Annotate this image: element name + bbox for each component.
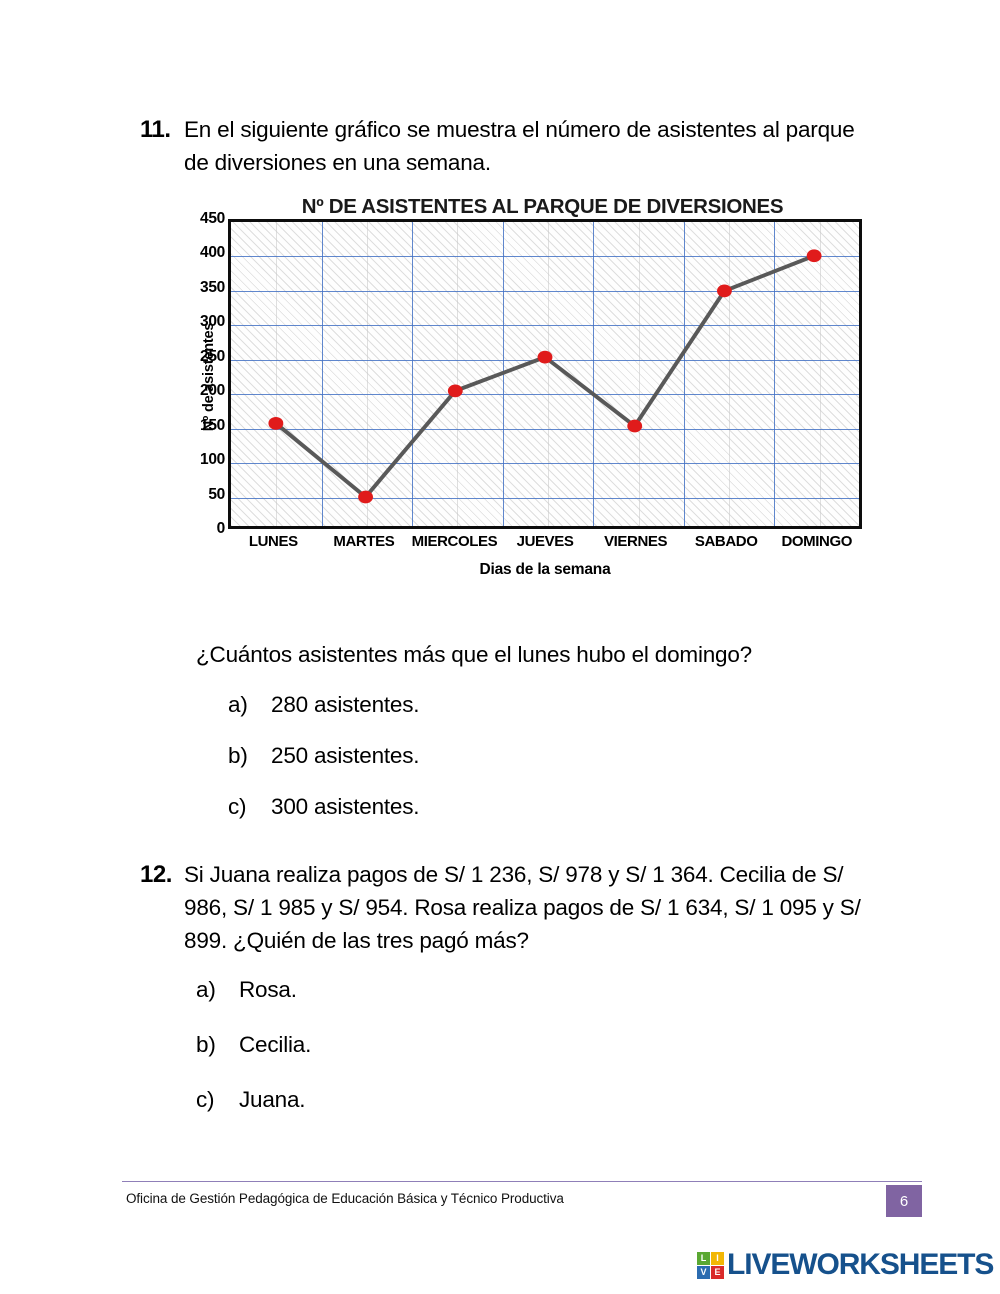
chart-gridline-v-6: [774, 222, 776, 526]
chart-x-tick-group: LUNES MARTES MIERCOLES JUEVES VIERNES SABADO D…: [228, 533, 862, 557]
option-11-b-letter: b): [228, 743, 248, 768]
question-12-text: Si Juana realiza pagos de S/ 1 236, S/ 9…: [184, 862, 861, 953]
chart-x-tick-miercoles: MIERCOLES: [411, 533, 498, 550]
option-12-b-letter: b): [196, 1032, 216, 1057]
chart-gridline-v-minor-4: [638, 222, 640, 526]
chart-gridline-v-2: [412, 222, 414, 526]
chart-gridline-v-minor-5: [729, 222, 731, 526]
question-12: 12. Si Juana realiza pagos de S/ 1 236, …: [140, 858, 870, 957]
option-12-b-text: Cecilia.: [239, 1032, 312, 1057]
chart-y-tick-450: 450: [200, 210, 225, 227]
chart-gridline-v-minor-2: [457, 222, 459, 526]
logo-tile-i: I: [711, 1251, 724, 1265]
chart-x-tick-viernes: VIERNES: [604, 533, 668, 550]
attendance-line-chart: Nº DE ASISTENTES AL PARQUE DE DIVERSIONE…: [165, 195, 875, 615]
page-number-badge: 6: [886, 1185, 922, 1217]
liveworksheets-wordmark: LIVEWORKSHEETS: [727, 1248, 994, 1281]
chart-series-line: [274, 253, 815, 499]
chart-y-tick-300: 300: [200, 313, 225, 331]
logo-tile-v: V: [697, 1265, 710, 1279]
chart-point-miercoles: [447, 384, 463, 398]
chart-gridline-v-minor-1: [366, 222, 368, 526]
chart-y-tick-50: 50: [208, 485, 225, 503]
chart-gridline-h-200: [231, 394, 859, 396]
option-12-c[interactable]: c) Juana.: [196, 1085, 696, 1115]
chart-body: Nº de asistentes 450 400 350 300 250 200 150 10…: [165, 210, 875, 589]
chart-gridline-h-400: [231, 256, 859, 258]
chart-x-tick-domingo: DOMINGO: [781, 533, 853, 550]
chart-x-axis-label: Dias de la semana: [479, 561, 611, 578]
option-12-a-text: Rosa.: [239, 977, 297, 1002]
chart-y-tick-400: 400: [200, 244, 225, 262]
chart-y-tick-250: 250: [200, 347, 225, 365]
option-12-c-letter: c): [196, 1087, 215, 1112]
chart-y-tick-150: 150: [200, 416, 225, 434]
chart-gridline-h-100: [231, 463, 859, 465]
chart-gridline-h-350: [231, 290, 859, 292]
question-11-number: 11.: [140, 116, 171, 143]
chart-x-tick-lunes: LUNES: [248, 533, 298, 550]
logo-tile-l: L: [697, 1251, 710, 1265]
chart-gridline-v-5: [683, 222, 685, 526]
footer-text: Oficina de Gestión Pedagógica de Educaci…: [126, 1191, 564, 1206]
chart-x-tick-martes: MARTES: [333, 533, 395, 550]
chart-y-tick-group: 450 400 350 300 250 200 150 100 50 0: [179, 210, 225, 537]
option-12-c-text: Juana.: [239, 1087, 306, 1112]
option-12-b[interactable]: b) Cecilia.: [196, 1030, 696, 1060]
option-12-a[interactable]: a) Rosa.: [196, 975, 696, 1005]
chart-x-tick-jueves: JUEVES: [516, 533, 574, 550]
chart-gridline-h-150: [231, 428, 859, 430]
chart-point-lunes: [268, 416, 284, 430]
option-11-c[interactable]: c) 300 asistentes.: [228, 792, 728, 822]
option-11-c-letter: c): [228, 794, 247, 819]
chart-gridline-v-4: [593, 222, 595, 526]
chart-y-tick-350: 350: [200, 278, 225, 296]
option-11-c-text: 300 asistentes.: [271, 794, 420, 819]
chart-gridline-h-300: [231, 325, 859, 327]
option-11-a-text: 280 asistentes.: [271, 692, 420, 717]
chart-title: Nº DE ASISTENTES AL PARQUE DE DIVERSIONE…: [301, 195, 784, 218]
chart-gridline-v-minor-3: [548, 222, 549, 526]
chart-point-sabado: [716, 284, 732, 298]
chart-point-martes: [358, 490, 374, 504]
chart-gridline-v-minor-6: [819, 222, 821, 526]
question-12-number: 12.: [140, 861, 172, 888]
page-footer: Oficina de Gestión Pedagógica de Educaci…: [122, 1181, 922, 1221]
chart-y-tick-0: 0: [216, 520, 226, 537]
question-12-options: a) Rosa. b) Cecilia. c) Juana.: [196, 975, 696, 1115]
question-11-options: a) 280 asistentes. b) 250 asistentes. c)…: [228, 690, 728, 822]
option-11-a[interactable]: a) 280 asistentes.: [228, 690, 728, 720]
chart-y-tick-200: 200: [200, 382, 225, 400]
option-11-a-letter: a): [228, 692, 248, 717]
chart-point-domingo: [806, 249, 822, 263]
chart-gridline-v-minor-0: [276, 222, 278, 526]
logo-tile-e: E: [711, 1265, 724, 1279]
chart-plot-area: [228, 219, 862, 529]
chart-x-tick-sabado: SABADO: [694, 533, 758, 550]
chart-point-jueves: [537, 350, 553, 364]
chart-point-viernes: [627, 419, 643, 433]
chart-series-layer: [268, 249, 822, 504]
option-11-b[interactable]: b) 250 asistentes.: [228, 741, 728, 771]
question-11-text: En el siguiente gráfico se muestra el nú…: [184, 117, 855, 175]
chart-gridline-h-50: [231, 497, 859, 499]
chart-y-tick-100: 100: [200, 451, 225, 469]
option-11-b-text: 250 asistentes.: [271, 743, 420, 768]
option-12-a-letter: a): [196, 977, 216, 1002]
footer-divider: [122, 1181, 922, 1182]
question-11: 11. En el siguiente gráfico se muestra e…: [140, 113, 870, 179]
chart-gridline-v-1: [321, 222, 323, 526]
question-11-prompt: ¿Cuántos asistentes más que el lunes hub…: [196, 642, 752, 667]
